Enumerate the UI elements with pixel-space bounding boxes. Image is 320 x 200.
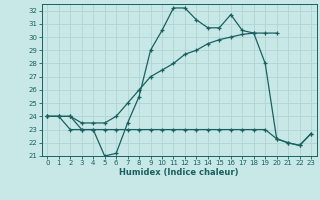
X-axis label: Humidex (Indice chaleur): Humidex (Indice chaleur) xyxy=(119,168,239,177)
